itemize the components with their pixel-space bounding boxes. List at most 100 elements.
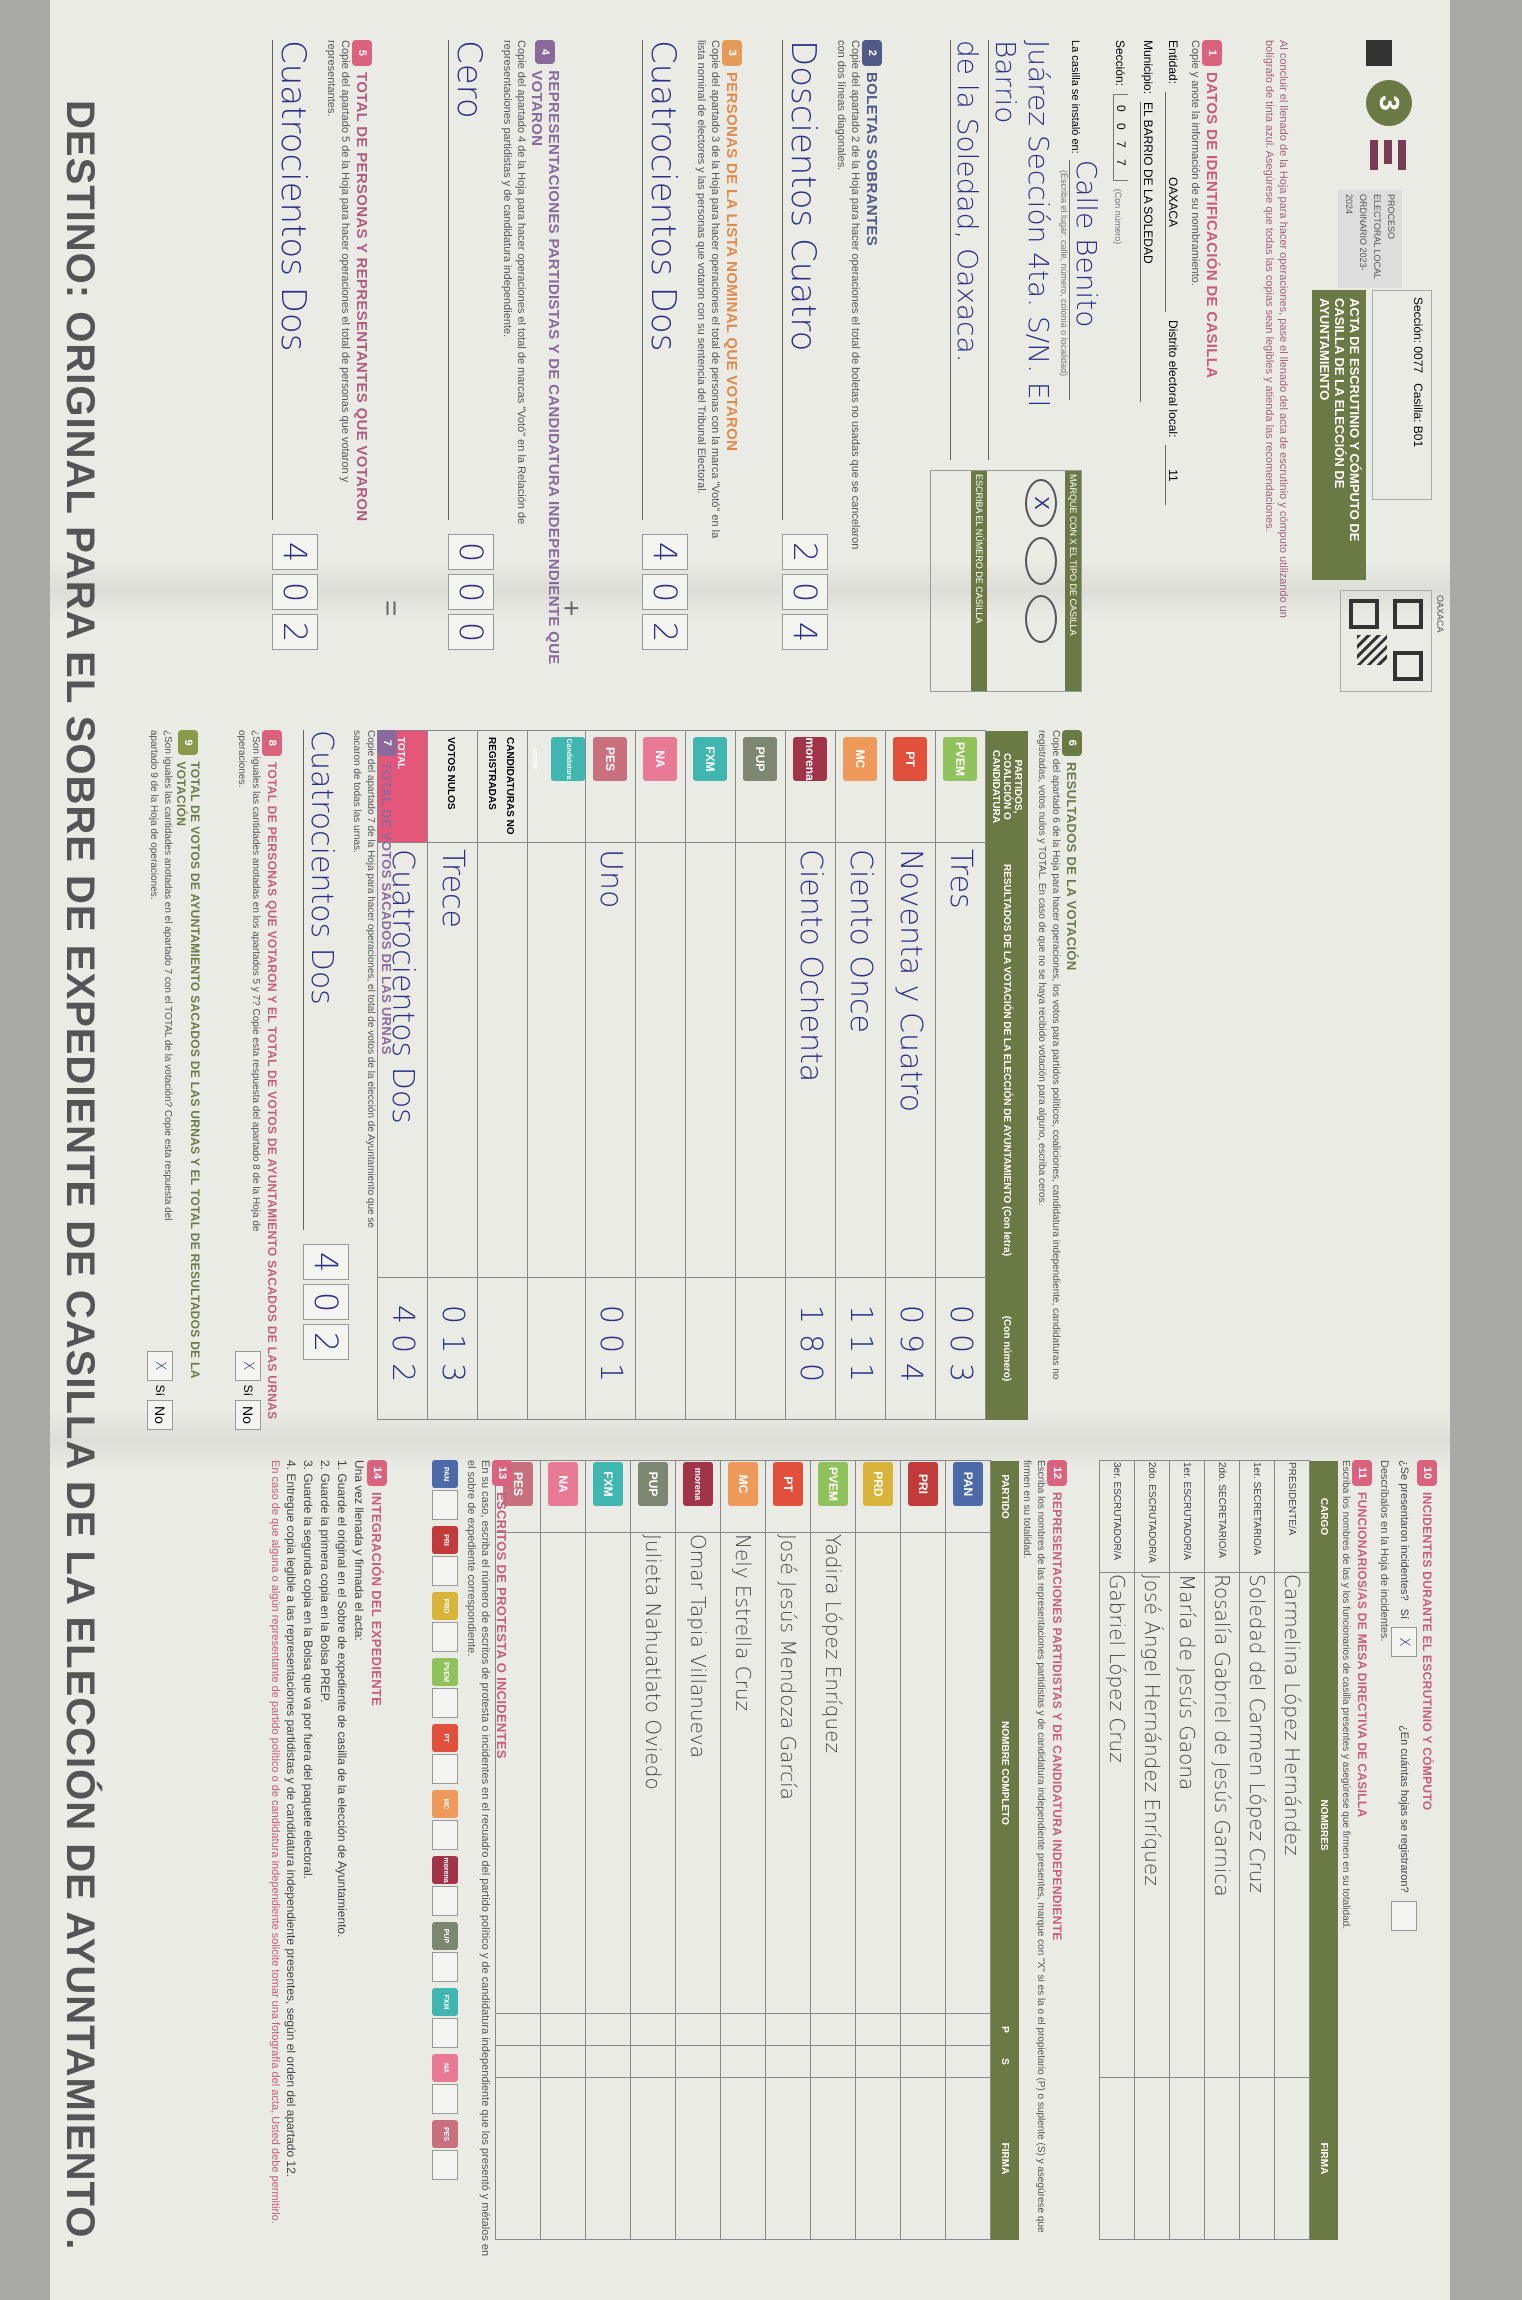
- propietario-checkbox[interactable]: [855, 2013, 901, 2046]
- incidentes-si-checkbox[interactable]: X: [1391, 1627, 1417, 1658]
- votes-digits-field[interactable]: 094: [885, 1277, 936, 1420]
- escritos-count-field[interactable]: [432, 1754, 458, 1784]
- escritos-count-field[interactable]: [432, 1952, 458, 1982]
- votes-digits-field[interactable]: [477, 1277, 528, 1420]
- votes-letters-field[interactable]: [477, 842, 528, 1278]
- votes-digits-field[interactable]: [635, 1277, 686, 1420]
- nombre-field[interactable]: [585, 1532, 631, 2014]
- votes-letters-field[interactable]: Trece: [427, 842, 478, 1278]
- seccion-field[interactable]: 0 0 7 7: [1113, 94, 1128, 181]
- suplente-checkbox[interactable]: [900, 2045, 946, 2078]
- firma-field[interactable]: [855, 2077, 901, 2240]
- tipo-casilla-option-marked[interactable]: X: [1025, 479, 1057, 527]
- firma-field[interactable]: [630, 2077, 676, 2240]
- votes-letters-field[interactable]: Tres: [935, 842, 986, 1278]
- escritos-count-field[interactable]: [432, 2018, 458, 2048]
- firma-field[interactable]: [1099, 2077, 1135, 2240]
- firma-field[interactable]: [810, 2077, 856, 2240]
- nombre-field[interactable]: [945, 1532, 991, 2014]
- votes-letters-field[interactable]: Noventa y Cuatro: [885, 842, 936, 1278]
- item3-digits-field[interactable]: 4 0 2: [642, 534, 688, 650]
- suplente-checkbox[interactable]: [540, 2045, 586, 2078]
- nombre-field[interactable]: Rosalía Gabriel de Jesús Garnica: [1204, 1572, 1240, 2078]
- tipo-casilla-option[interactable]: [1025, 595, 1057, 643]
- firma-field[interactable]: [585, 2077, 631, 2240]
- propietario-checkbox[interactable]: [720, 2013, 766, 2046]
- votes-letters-field[interactable]: [735, 842, 786, 1278]
- nombre-field[interactable]: [900, 1532, 946, 2014]
- nombre-field[interactable]: Gabriel López Cruz: [1099, 1572, 1135, 2078]
- suplente-checkbox[interactable]: [855, 2045, 901, 2078]
- nombre-field[interactable]: Nely Estrella Cruz: [720, 1532, 766, 2014]
- nombre-field[interactable]: [855, 1532, 901, 2014]
- votes-digits-field[interactable]: 013: [427, 1277, 478, 1420]
- propietario-checkbox[interactable]: [540, 2013, 586, 2046]
- entidad-field[interactable]: OAXACA: [1165, 92, 1180, 313]
- votes-letters-field[interactable]: [635, 842, 686, 1278]
- nombre-field[interactable]: José Ángel Hernández Enríquez: [1134, 1572, 1170, 2078]
- item2-digits-field[interactable]: 2 0 4: [782, 534, 828, 650]
- item8-no-checkbox[interactable]: No: [235, 1400, 261, 1430]
- nombre-field[interactable]: Julieta Nahuatlato Oviedo: [630, 1532, 676, 2014]
- propietario-checkbox[interactable]: [810, 2013, 856, 2046]
- distrito-field[interactable]: 11: [1165, 445, 1180, 506]
- escritos-count-field[interactable]: [432, 1622, 458, 1652]
- suplente-checkbox[interactable]: [675, 2045, 721, 2078]
- escritos-count-field[interactable]: [432, 1886, 458, 1916]
- firma-field[interactable]: [675, 2077, 721, 2240]
- votes-letters-field[interactable]: Uno: [585, 842, 636, 1278]
- votes-digits-field[interactable]: 001: [585, 1277, 636, 1420]
- ubicacion-line-2[interactable]: Juárez Sección 4ta. S/N. El Barrio: [988, 40, 1055, 460]
- votes-letters-field[interactable]: [685, 842, 736, 1278]
- nombre-field[interactable]: Carmelina López Hernández: [1274, 1572, 1310, 2078]
- item3-letters-field[interactable]: Cuatrocientos Dos: [642, 40, 683, 520]
- suplente-checkbox[interactable]: [720, 2045, 766, 2078]
- firma-field[interactable]: [720, 2077, 766, 2240]
- nombre-field[interactable]: [540, 1532, 586, 2014]
- ubicacion-line-1[interactable]: Calle Benito: [1069, 159, 1103, 400]
- propietario-checkbox[interactable]: [900, 2013, 946, 2046]
- item5-digits-field[interactable]: 4 0 2: [272, 534, 318, 650]
- item8-si-checkbox[interactable]: X: [235, 1350, 261, 1381]
- votes-digits-field[interactable]: [735, 1277, 786, 1420]
- propietario-checkbox[interactable]: [630, 2013, 676, 2046]
- item7-digits-field[interactable]: 4 0 2: [303, 1244, 349, 1360]
- suplente-checkbox[interactable]: [945, 2045, 991, 2078]
- firma-field[interactable]: [765, 2077, 811, 2240]
- propietario-checkbox[interactable]: [945, 2013, 991, 2046]
- suplente-checkbox[interactable]: [810, 2045, 856, 2078]
- item4-letters-field[interactable]: Cero: [448, 40, 489, 520]
- suplente-checkbox[interactable]: [585, 2045, 631, 2078]
- firma-field[interactable]: [1274, 2077, 1310, 2240]
- item9-no-checkbox[interactable]: No: [147, 1400, 173, 1430]
- nombre-field[interactable]: José Jesús Mendoza García: [765, 1532, 811, 2014]
- suplente-checkbox[interactable]: [630, 2045, 676, 2078]
- escritos-count-field[interactable]: [432, 2084, 458, 2114]
- firma-field[interactable]: [900, 2077, 946, 2240]
- ubicacion-line-3[interactable]: de la Soledad, Oaxaca.: [950, 40, 984, 460]
- escritos-count-field[interactable]: [432, 1490, 458, 1520]
- firma-field[interactable]: [945, 2077, 991, 2240]
- propietario-checkbox[interactable]: [585, 2013, 631, 2046]
- votes-digits-field[interactable]: [685, 1277, 736, 1420]
- item2-letters-field[interactable]: Doscientos Cuatro: [782, 40, 823, 520]
- item5-letters-field[interactable]: Cuatrocientos Dos: [272, 40, 313, 520]
- item4-digits-field[interactable]: 0 0 0: [448, 534, 494, 650]
- votes-digits-field[interactable]: [527, 1277, 586, 1420]
- escritos-count-field[interactable]: [432, 1820, 458, 1850]
- propietario-checkbox[interactable]: [675, 2013, 721, 2046]
- firma-field[interactable]: [540, 2077, 586, 2240]
- nombre-field[interactable]: María de Jesús Gaona: [1169, 1572, 1205, 2078]
- firma-field[interactable]: [1134, 2077, 1170, 2240]
- nombre-field[interactable]: Omar Tapia Villanueva: [675, 1532, 721, 2014]
- municipio-field[interactable]: EL BARRIO DE LA SOLEDAD: [1140, 102, 1155, 403]
- nombre-field[interactable]: Soledad del Carmen López Cruz: [1239, 1572, 1275, 2078]
- firma-field[interactable]: [1239, 2077, 1275, 2240]
- tipo-casilla-option[interactable]: [1025, 537, 1057, 585]
- escritos-count-field[interactable]: [432, 1556, 458, 1586]
- firma-field[interactable]: [1204, 2077, 1240, 2240]
- firma-field[interactable]: [1169, 2077, 1205, 2240]
- propietario-checkbox[interactable]: [765, 2013, 811, 2046]
- votes-letters-field[interactable]: Ciento Once: [835, 842, 886, 1278]
- votes-letters-field[interactable]: Ciento Ochenta: [785, 842, 836, 1278]
